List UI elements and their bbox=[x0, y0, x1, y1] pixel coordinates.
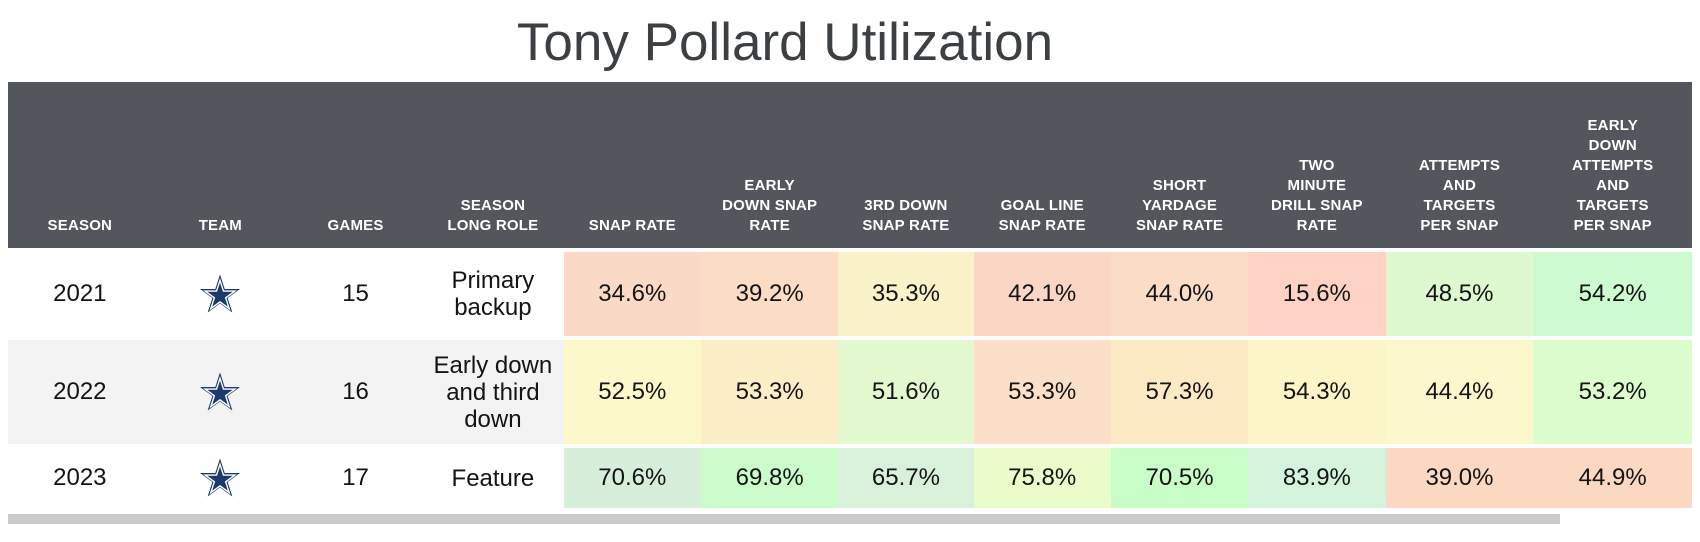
team-cell bbox=[151, 248, 289, 336]
col-header-early-down-snap-rate[interactable]: EARLY DOWN SNAP RATE bbox=[701, 82, 839, 248]
horizontal-scrollbar[interactable] bbox=[8, 514, 1560, 524]
role-cell: Primary backup bbox=[422, 248, 564, 336]
role-cell: Early down and third down bbox=[422, 336, 564, 444]
col-header-two-minute-drill-snap-rate[interactable]: TWO MINUTE DRILL SNAP RATE bbox=[1248, 82, 1386, 248]
games-cell: 16 bbox=[289, 336, 423, 444]
stat-cell-short-yardage: 57.3% bbox=[1110, 336, 1249, 444]
col-header-season[interactable]: SEASON bbox=[8, 82, 152, 248]
stat-cell-3rd-down: 51.6% bbox=[838, 336, 974, 444]
stat-cell-early-down-attempts: 53.2% bbox=[1533, 336, 1692, 444]
stat-cell-goal-line: 42.1% bbox=[973, 248, 1111, 336]
cowboys-star-icon bbox=[200, 273, 241, 313]
table-row-2022: 2022 16 Early down and third down 52.5% … bbox=[8, 336, 1692, 444]
header-row: SEASON TEAM GAMES SEASON LONG ROLE SNAP … bbox=[8, 82, 1692, 248]
stat-cell-attempts: 44.4% bbox=[1385, 336, 1534, 444]
table-row-2021: 2021 15 Primary backup 34.6% 39.2% 35.3%… bbox=[8, 248, 1692, 336]
stat-cell-snap-rate: 34.6% bbox=[563, 248, 701, 336]
cowboys-star-icon bbox=[200, 371, 241, 411]
role-cell: Feature bbox=[422, 444, 564, 508]
col-header-team[interactable]: TEAM bbox=[151, 82, 289, 248]
col-header-3rd-down-snap-rate[interactable]: 3RD DOWN SNAP RATE bbox=[838, 82, 974, 248]
stat-cell-snap-rate: 52.5% bbox=[563, 336, 701, 444]
stat-cell-attempts: 39.0% bbox=[1385, 444, 1534, 508]
stat-cell-two-minute: 54.3% bbox=[1248, 336, 1386, 444]
table-row-2023: 2023 17 Feature 70.6% 69.8% 65.7% 75.8% … bbox=[8, 444, 1692, 508]
stat-cell-short-yardage: 44.0% bbox=[1110, 248, 1249, 336]
col-header-goal-line-snap-rate[interactable]: GOAL LINE SNAP RATE bbox=[973, 82, 1111, 248]
col-header-season-long-role[interactable]: SEASON LONG ROLE bbox=[422, 82, 564, 248]
stat-cell-early-down-attempts: 54.2% bbox=[1533, 248, 1692, 336]
col-header-attempts-targets-per-snap[interactable]: ATTEMPTS AND TARGETS PER SNAP bbox=[1385, 82, 1534, 248]
page-title: Tony Pollard Utilization bbox=[516, 13, 1054, 72]
season-cell: 2023 bbox=[8, 444, 152, 508]
stat-cell-goal-line: 75.8% bbox=[973, 444, 1111, 508]
stat-cell-early-down-attempts: 44.9% bbox=[1533, 444, 1692, 508]
utilization-table: SEASON TEAM GAMES SEASON LONG ROLE SNAP … bbox=[8, 82, 1692, 508]
season-cell: 2021 bbox=[8, 248, 152, 336]
stat-cell-snap-rate: 70.6% bbox=[563, 444, 701, 508]
stat-cell-short-yardage: 70.5% bbox=[1110, 444, 1249, 508]
games-cell: 17 bbox=[289, 444, 423, 508]
cowboys-star-icon bbox=[200, 457, 241, 497]
stat-cell-early-down: 39.2% bbox=[701, 248, 839, 336]
col-header-snap-rate[interactable]: SNAP RATE bbox=[563, 82, 701, 248]
col-header-games[interactable]: GAMES bbox=[289, 82, 423, 248]
team-cell bbox=[151, 444, 289, 508]
stat-cell-attempts: 48.5% bbox=[1385, 248, 1534, 336]
stat-cell-early-down: 53.3% bbox=[701, 336, 839, 444]
stat-cell-3rd-down: 65.7% bbox=[838, 444, 974, 508]
stat-cell-two-minute: 83.9% bbox=[1248, 444, 1386, 508]
stat-cell-two-minute: 15.6% bbox=[1248, 248, 1386, 336]
team-cell bbox=[151, 336, 289, 444]
stat-cell-goal-line: 53.3% bbox=[973, 336, 1111, 444]
season-cell: 2022 bbox=[8, 336, 152, 444]
stat-cell-early-down: 69.8% bbox=[701, 444, 839, 508]
col-header-early-down-attempts-targets-per-snap[interactable]: EARLY DOWN ATTEMPTS AND TARGETS PER SNAP bbox=[1533, 82, 1692, 248]
col-header-short-yardage-snap-rate[interactable]: SHORT YARDAGE SNAP RATE bbox=[1110, 82, 1249, 248]
stat-cell-3rd-down: 35.3% bbox=[838, 248, 974, 336]
games-cell: 15 bbox=[289, 248, 423, 336]
